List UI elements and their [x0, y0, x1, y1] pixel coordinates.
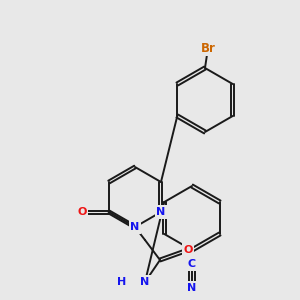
Text: O: O — [77, 207, 87, 217]
Text: H: H — [117, 277, 127, 287]
Text: N: N — [188, 283, 196, 293]
Text: N: N — [156, 207, 166, 217]
Text: N: N — [140, 277, 150, 287]
Text: Br: Br — [201, 41, 215, 55]
Text: N: N — [130, 222, 140, 232]
Text: O: O — [183, 245, 193, 255]
Text: C: C — [188, 259, 196, 269]
